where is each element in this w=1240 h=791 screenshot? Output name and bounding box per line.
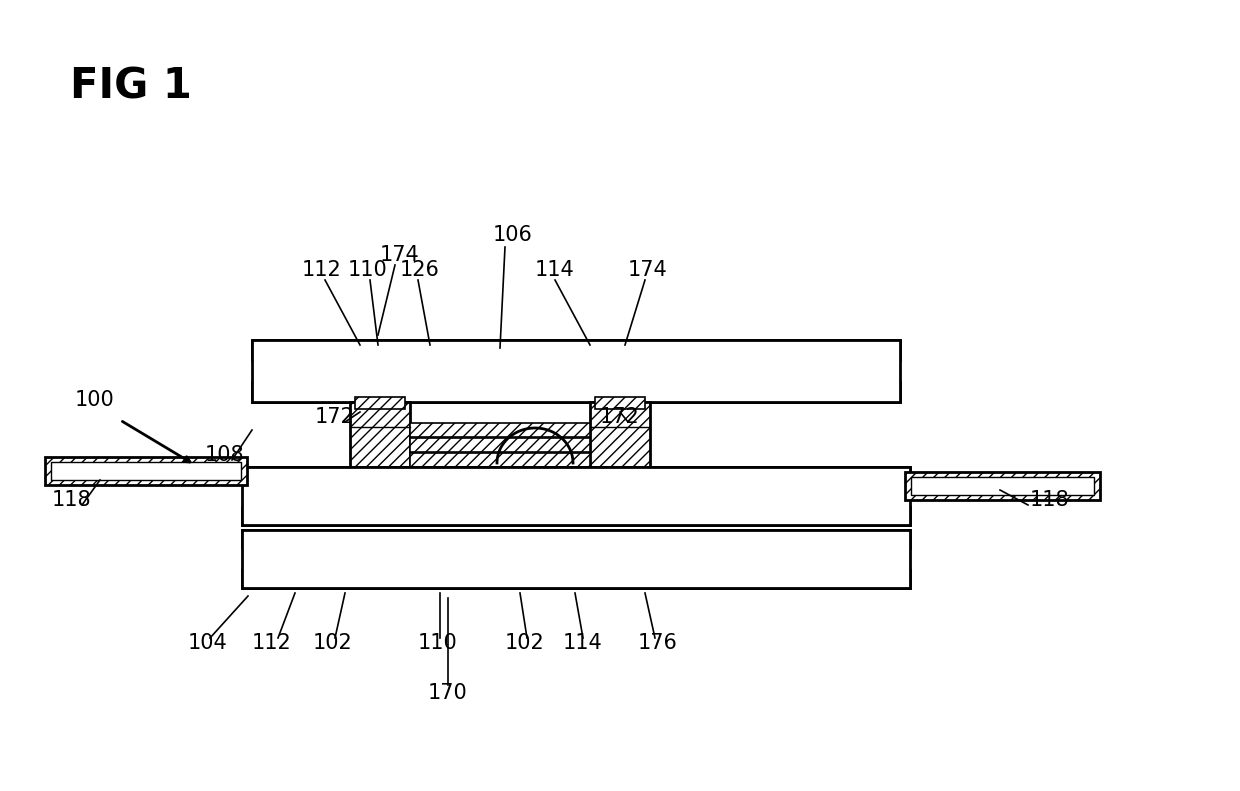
Text: 102: 102 [505,633,544,653]
Text: 112: 112 [303,260,342,280]
Bar [590,402,650,472]
Bar [911,477,1094,495]
Bar [355,397,405,409]
Text: 176: 176 [639,633,678,653]
Text: 110: 110 [418,633,458,653]
Text: 118: 118 [52,490,92,510]
Bar [257,487,895,505]
Text: 112: 112 [252,633,291,653]
Text: 126: 126 [401,260,440,280]
Text: 110: 110 [348,260,388,280]
Bar [252,340,900,402]
Text: 172: 172 [315,407,355,427]
Bar [905,472,1100,500]
Bar [254,550,898,568]
Bar [595,397,645,409]
Bar [51,462,241,480]
Text: 104: 104 [188,633,228,653]
Text: FIG 1: FIG 1 [69,65,192,107]
Bar [242,507,910,525]
Text: 114: 114 [534,260,575,280]
Bar [350,402,410,472]
Bar [274,362,878,380]
Text: 174: 174 [379,245,420,265]
Text: 172: 172 [600,407,640,427]
Text: 118: 118 [1030,490,1070,510]
Bar [242,467,910,525]
Text: 100: 100 [74,390,115,410]
Text: 108: 108 [205,445,244,465]
Bar [45,457,247,485]
Bar [410,453,590,467]
Text: 170: 170 [428,683,467,703]
Bar [410,423,590,437]
Bar [252,340,900,360]
Text: 106: 106 [494,225,533,245]
Bar [242,570,910,588]
Bar [410,438,590,452]
Bar [242,467,910,485]
Text: 174: 174 [627,260,668,280]
Text: 114: 114 [563,633,603,653]
Text: 102: 102 [312,633,352,653]
Bar [252,382,900,402]
Bar [242,530,910,548]
Bar [242,530,910,588]
